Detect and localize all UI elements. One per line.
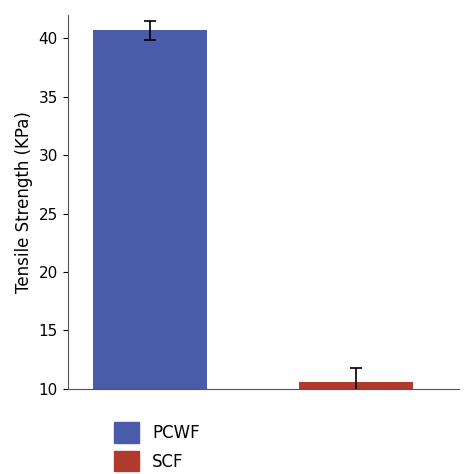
Legend: PCWF, SCF: PCWF, SCF xyxy=(107,416,207,474)
Y-axis label: Tensile Strength (KPa): Tensile Strength (KPa) xyxy=(15,111,33,293)
Bar xyxy=(300,382,413,389)
Bar xyxy=(93,30,207,389)
